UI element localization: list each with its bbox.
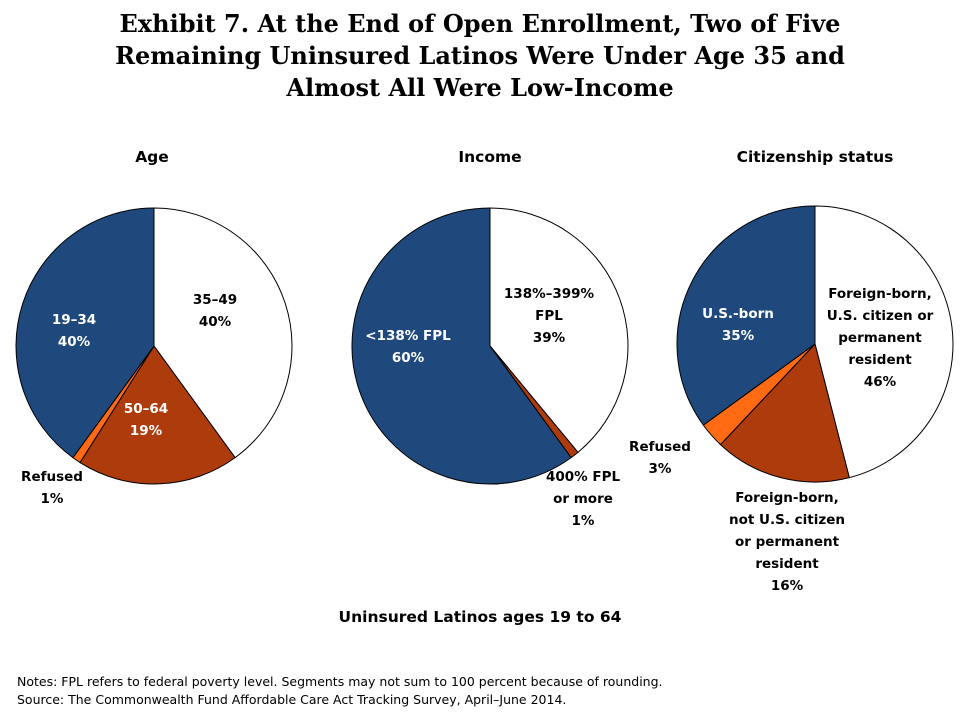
pie-label-35-49: 35–49 40% — [193, 292, 237, 330]
title-line-1: Exhibit 7. At the End of Open Enrollment… — [119, 9, 841, 38]
pie-label-19-34: 19–34 40% — [52, 312, 96, 350]
pie-label-foreign-born-not-u-s-citizen-or-permanent-resident: Foreign-born, not U.S. citizen or permanen… — [729, 490, 845, 594]
pie-label-u-s-born: U.S.-born 35% — [702, 306, 774, 344]
exhibit-title: Exhibit 7. At the End of Open Enrollment… — [60, 8, 900, 104]
pie-slice-foreign-born-u-s-citizen-or-permanent-resident — [814, 205, 954, 479]
pie-label-refused: Refused 1% — [21, 469, 83, 507]
pie-label-138-399-fpl: 138%–399% FPL 39% — [504, 286, 595, 346]
title-line-2: Remaining Uninsured Latinos Were Under A… — [115, 41, 845, 70]
notes-line: Notes: FPL refers to federal poverty lev… — [17, 674, 663, 689]
pie-label-refused: Refused 3% — [629, 439, 691, 477]
pie-slice-foreign-born-not-u-s-citizen-or-permanent-resident — [719, 342, 850, 483]
pie-label-138-fpl: <138% FPL 60% — [365, 328, 451, 366]
chart-subtitle: Uninsured Latinos ages 19 to 64 — [338, 608, 622, 626]
notes: Notes: FPL refers to federal poverty lev… — [17, 673, 663, 709]
pie-slice-50-64 — [79, 345, 236, 485]
pie-slice-138-399-fpl — [489, 207, 629, 454]
pie-age: Age 35–49 40% 50–64 19% Refused 1% 19–34 40% — [15, 148, 293, 507]
pie-label-400-fpl-or-more: 400% FPL or more 1% — [546, 469, 621, 529]
title-line-3: Almost All Were Low-Income — [286, 73, 674, 102]
pie-label-foreign-born-u-s-citizen-or-permanent-resident: Foreign-born, U.S. citizen or permanent res… — [827, 286, 934, 390]
pie-slice-35-49 — [153, 207, 293, 459]
pie-income: Income 138%–399% FPL 39% 400% FPL or more 1% <1… — [351, 148, 629, 529]
pie-title-income: Income — [458, 148, 521, 166]
pie-slice-19-34 — [15, 207, 155, 459]
pie-title-age: Age — [135, 148, 169, 166]
pie-slice-u-s-born — [676, 205, 816, 426]
pie-citizenship-status: Citizenship status Foreign-born, U.S. citi… — [629, 148, 954, 594]
pie-label-50-64: 50–64 19% — [124, 401, 168, 439]
pie-title-citizenship-status: Citizenship status — [737, 148, 894, 166]
pie-slice-138-fpl — [351, 207, 572, 485]
source-line: Source: The Commonwealth Fund Affordable… — [17, 692, 567, 707]
